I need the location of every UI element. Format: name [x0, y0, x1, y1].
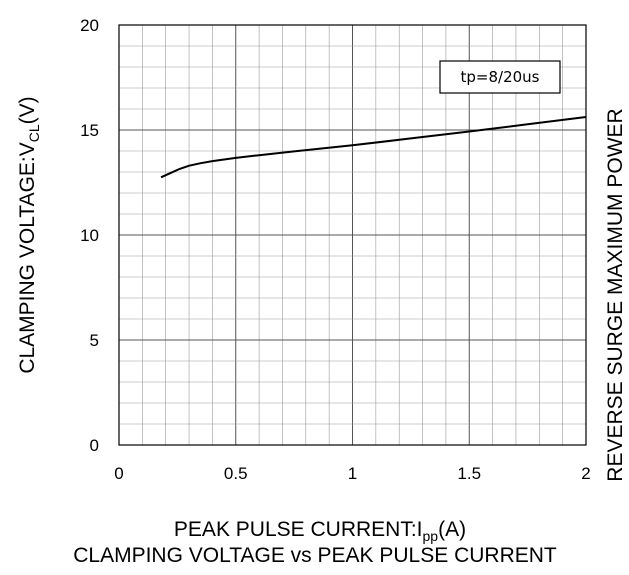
legend-box: tp=8/20us: [439, 60, 561, 94]
x-tick-label: 1.5: [457, 464, 481, 483]
grid: [119, 25, 586, 445]
x-tick-label: 1: [348, 464, 357, 483]
x-axis-label: PEAK PULSE CURRENT:Ipp(A): [174, 518, 466, 544]
series-line-clamping-voltage: [160, 116, 587, 179]
y-axis-tick-labels: 0 5 10 15 20: [80, 16, 99, 455]
y-tick-label: 20: [80, 16, 99, 35]
x-tick-label: 0: [114, 464, 123, 483]
y-tick-label: 10: [80, 226, 99, 245]
chart-title: CLAMPING VOLTAGE vs PEAK PULSE CURRENT: [73, 544, 557, 567]
y-axis-label: CLAMPING VOLTAGE:VCL(V): [16, 96, 42, 373]
x-tick-label: 2: [581, 464, 590, 483]
plot-frame: [118, 24, 587, 446]
y-tick-label: 5: [90, 331, 99, 350]
x-tick-label: 0.5: [224, 464, 248, 483]
legend-annotation: tp=8/20us: [461, 68, 540, 86]
y-tick-label: 0: [90, 436, 99, 455]
right-axis-label: REVERSE SURGE MAXIMUM POWER: [604, 108, 627, 481]
y-tick-label: 15: [80, 121, 99, 140]
x-axis-tick-labels: 0 0.5 1 1.5 2: [114, 464, 590, 483]
